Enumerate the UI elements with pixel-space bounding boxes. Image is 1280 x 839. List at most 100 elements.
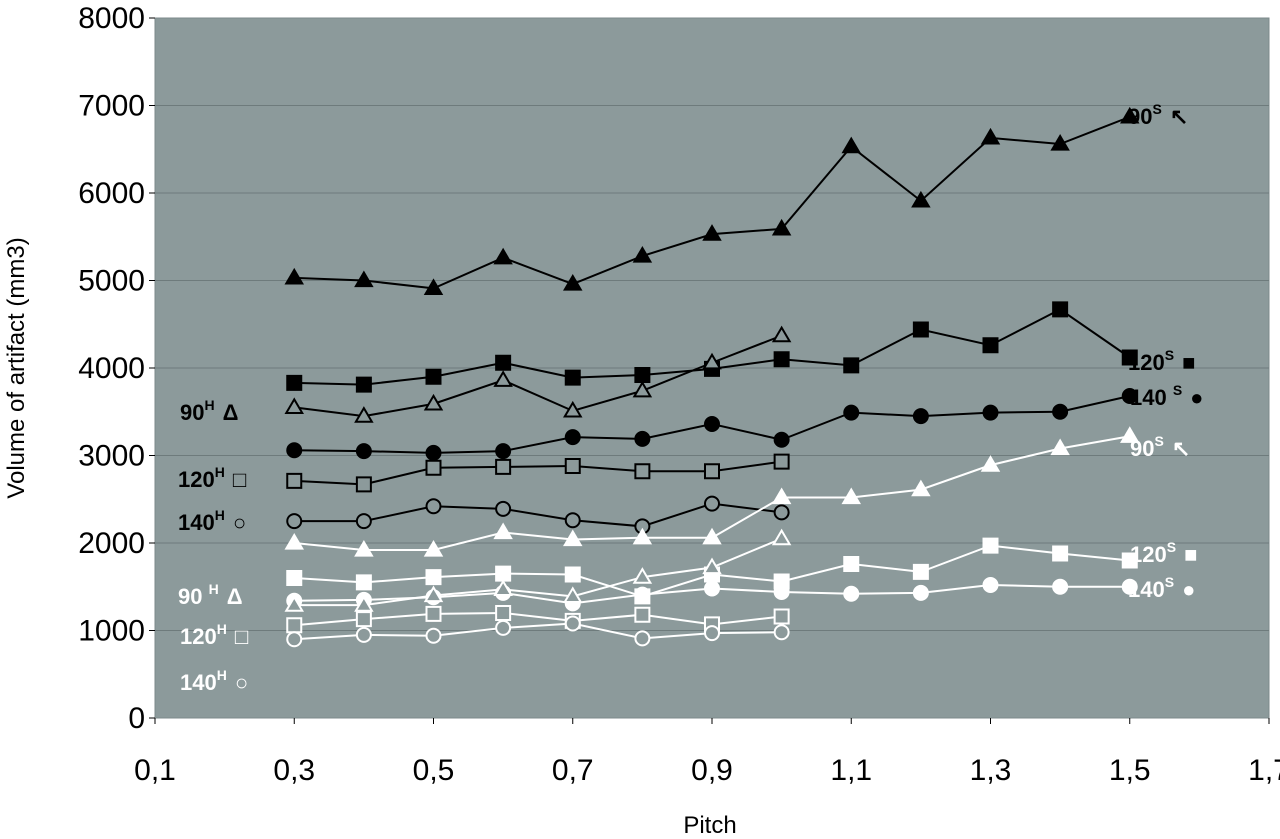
data-point bbox=[773, 504, 790, 521]
x-tick-label: 0,1 bbox=[134, 754, 176, 787]
series-90S-black bbox=[284, 106, 1140, 295]
data-point bbox=[1121, 552, 1138, 569]
data-point bbox=[286, 617, 303, 634]
data-point bbox=[495, 565, 512, 582]
data-point bbox=[634, 606, 651, 623]
data-point bbox=[495, 443, 512, 460]
data-point bbox=[702, 527, 722, 545]
data-point bbox=[980, 455, 1001, 472]
data-point bbox=[841, 136, 861, 154]
data-point bbox=[284, 397, 304, 414]
data-point bbox=[773, 624, 790, 641]
data-point bbox=[425, 627, 442, 644]
data-point bbox=[425, 569, 442, 586]
data-point bbox=[634, 463, 651, 480]
data-point bbox=[355, 574, 372, 591]
x-tick-label: 0,5 bbox=[413, 754, 455, 787]
data-point bbox=[284, 533, 304, 550]
data-point bbox=[632, 527, 653, 545]
series-label-140H-white: 140H ○ bbox=[180, 667, 248, 695]
data-point bbox=[284, 595, 304, 612]
series-line bbox=[294, 334, 782, 418]
series-line bbox=[294, 460, 782, 486]
data-point bbox=[704, 625, 720, 642]
data-point bbox=[912, 321, 929, 338]
data-point bbox=[982, 577, 999, 593]
x-tick-label: 1,7 bbox=[1248, 754, 1280, 787]
x-tick-label: 1,1 bbox=[830, 754, 872, 787]
data-point bbox=[980, 127, 1001, 145]
data-point bbox=[354, 595, 374, 612]
data-point bbox=[911, 479, 931, 497]
data-point bbox=[423, 585, 444, 603]
data-point bbox=[634, 630, 651, 647]
data-point bbox=[495, 500, 512, 517]
data-point bbox=[564, 512, 581, 529]
data-point bbox=[1052, 301, 1069, 318]
data-point bbox=[355, 376, 372, 393]
data-point bbox=[843, 404, 860, 421]
data-point bbox=[773, 608, 790, 625]
data-point bbox=[563, 586, 583, 603]
series-140S-black bbox=[286, 388, 1138, 461]
y-tick-label: 2000 bbox=[78, 527, 145, 560]
data-point bbox=[495, 605, 512, 621]
data-point bbox=[773, 351, 790, 368]
data-point bbox=[773, 431, 790, 448]
series-140H-white bbox=[286, 615, 790, 648]
y-axis-title: Volume of artifact (mm3) bbox=[3, 237, 30, 498]
series-line bbox=[294, 611, 782, 627]
data-point bbox=[355, 476, 372, 493]
data-point bbox=[425, 368, 442, 385]
data-point bbox=[632, 246, 653, 263]
data-point bbox=[632, 380, 653, 398]
data-point bbox=[912, 408, 929, 425]
x-tick-label: 1,3 bbox=[970, 754, 1012, 787]
data-point bbox=[284, 267, 304, 285]
data-point bbox=[1120, 106, 1140, 124]
data-point bbox=[702, 352, 722, 370]
data-point bbox=[286, 472, 303, 489]
series-label-90S-white: 90S ↖ bbox=[1130, 433, 1190, 461]
data-point bbox=[563, 529, 583, 547]
y-tick-label: 1000 bbox=[78, 615, 145, 648]
y-tick-label: 7000 bbox=[78, 90, 145, 123]
data-point bbox=[286, 513, 303, 530]
data-point bbox=[563, 274, 583, 291]
data-point bbox=[564, 615, 581, 632]
data-point bbox=[564, 429, 581, 446]
y-tick-label: 4000 bbox=[78, 352, 145, 385]
data-point bbox=[425, 459, 442, 476]
data-point bbox=[982, 537, 999, 554]
data-point bbox=[1121, 578, 1138, 595]
data-point bbox=[704, 495, 720, 512]
series-90S-white bbox=[284, 426, 1140, 557]
data-point bbox=[1052, 403, 1069, 420]
data-point bbox=[564, 458, 581, 474]
data-point bbox=[1120, 426, 1140, 443]
data-point bbox=[286, 374, 303, 391]
data-point bbox=[495, 619, 512, 636]
data-point bbox=[632, 567, 653, 584]
data-point bbox=[912, 584, 929, 601]
data-point bbox=[982, 404, 999, 421]
data-point bbox=[771, 218, 792, 236]
data-point bbox=[425, 498, 442, 515]
y-tick-label: 8000 bbox=[78, 2, 145, 35]
data-point bbox=[912, 563, 929, 580]
data-point bbox=[354, 406, 374, 423]
data-point bbox=[425, 444, 442, 461]
data-point bbox=[704, 580, 720, 597]
data-point bbox=[493, 579, 513, 596]
series-line bbox=[294, 537, 783, 607]
series-label-140H-black: 140H ○ bbox=[178, 507, 246, 535]
data-point bbox=[702, 224, 722, 241]
y-tick-label: 3000 bbox=[78, 440, 145, 473]
data-point bbox=[634, 430, 651, 447]
series-140H-black bbox=[286, 495, 790, 535]
y-tick-label: 5000 bbox=[78, 265, 145, 298]
data-point bbox=[771, 528, 792, 546]
